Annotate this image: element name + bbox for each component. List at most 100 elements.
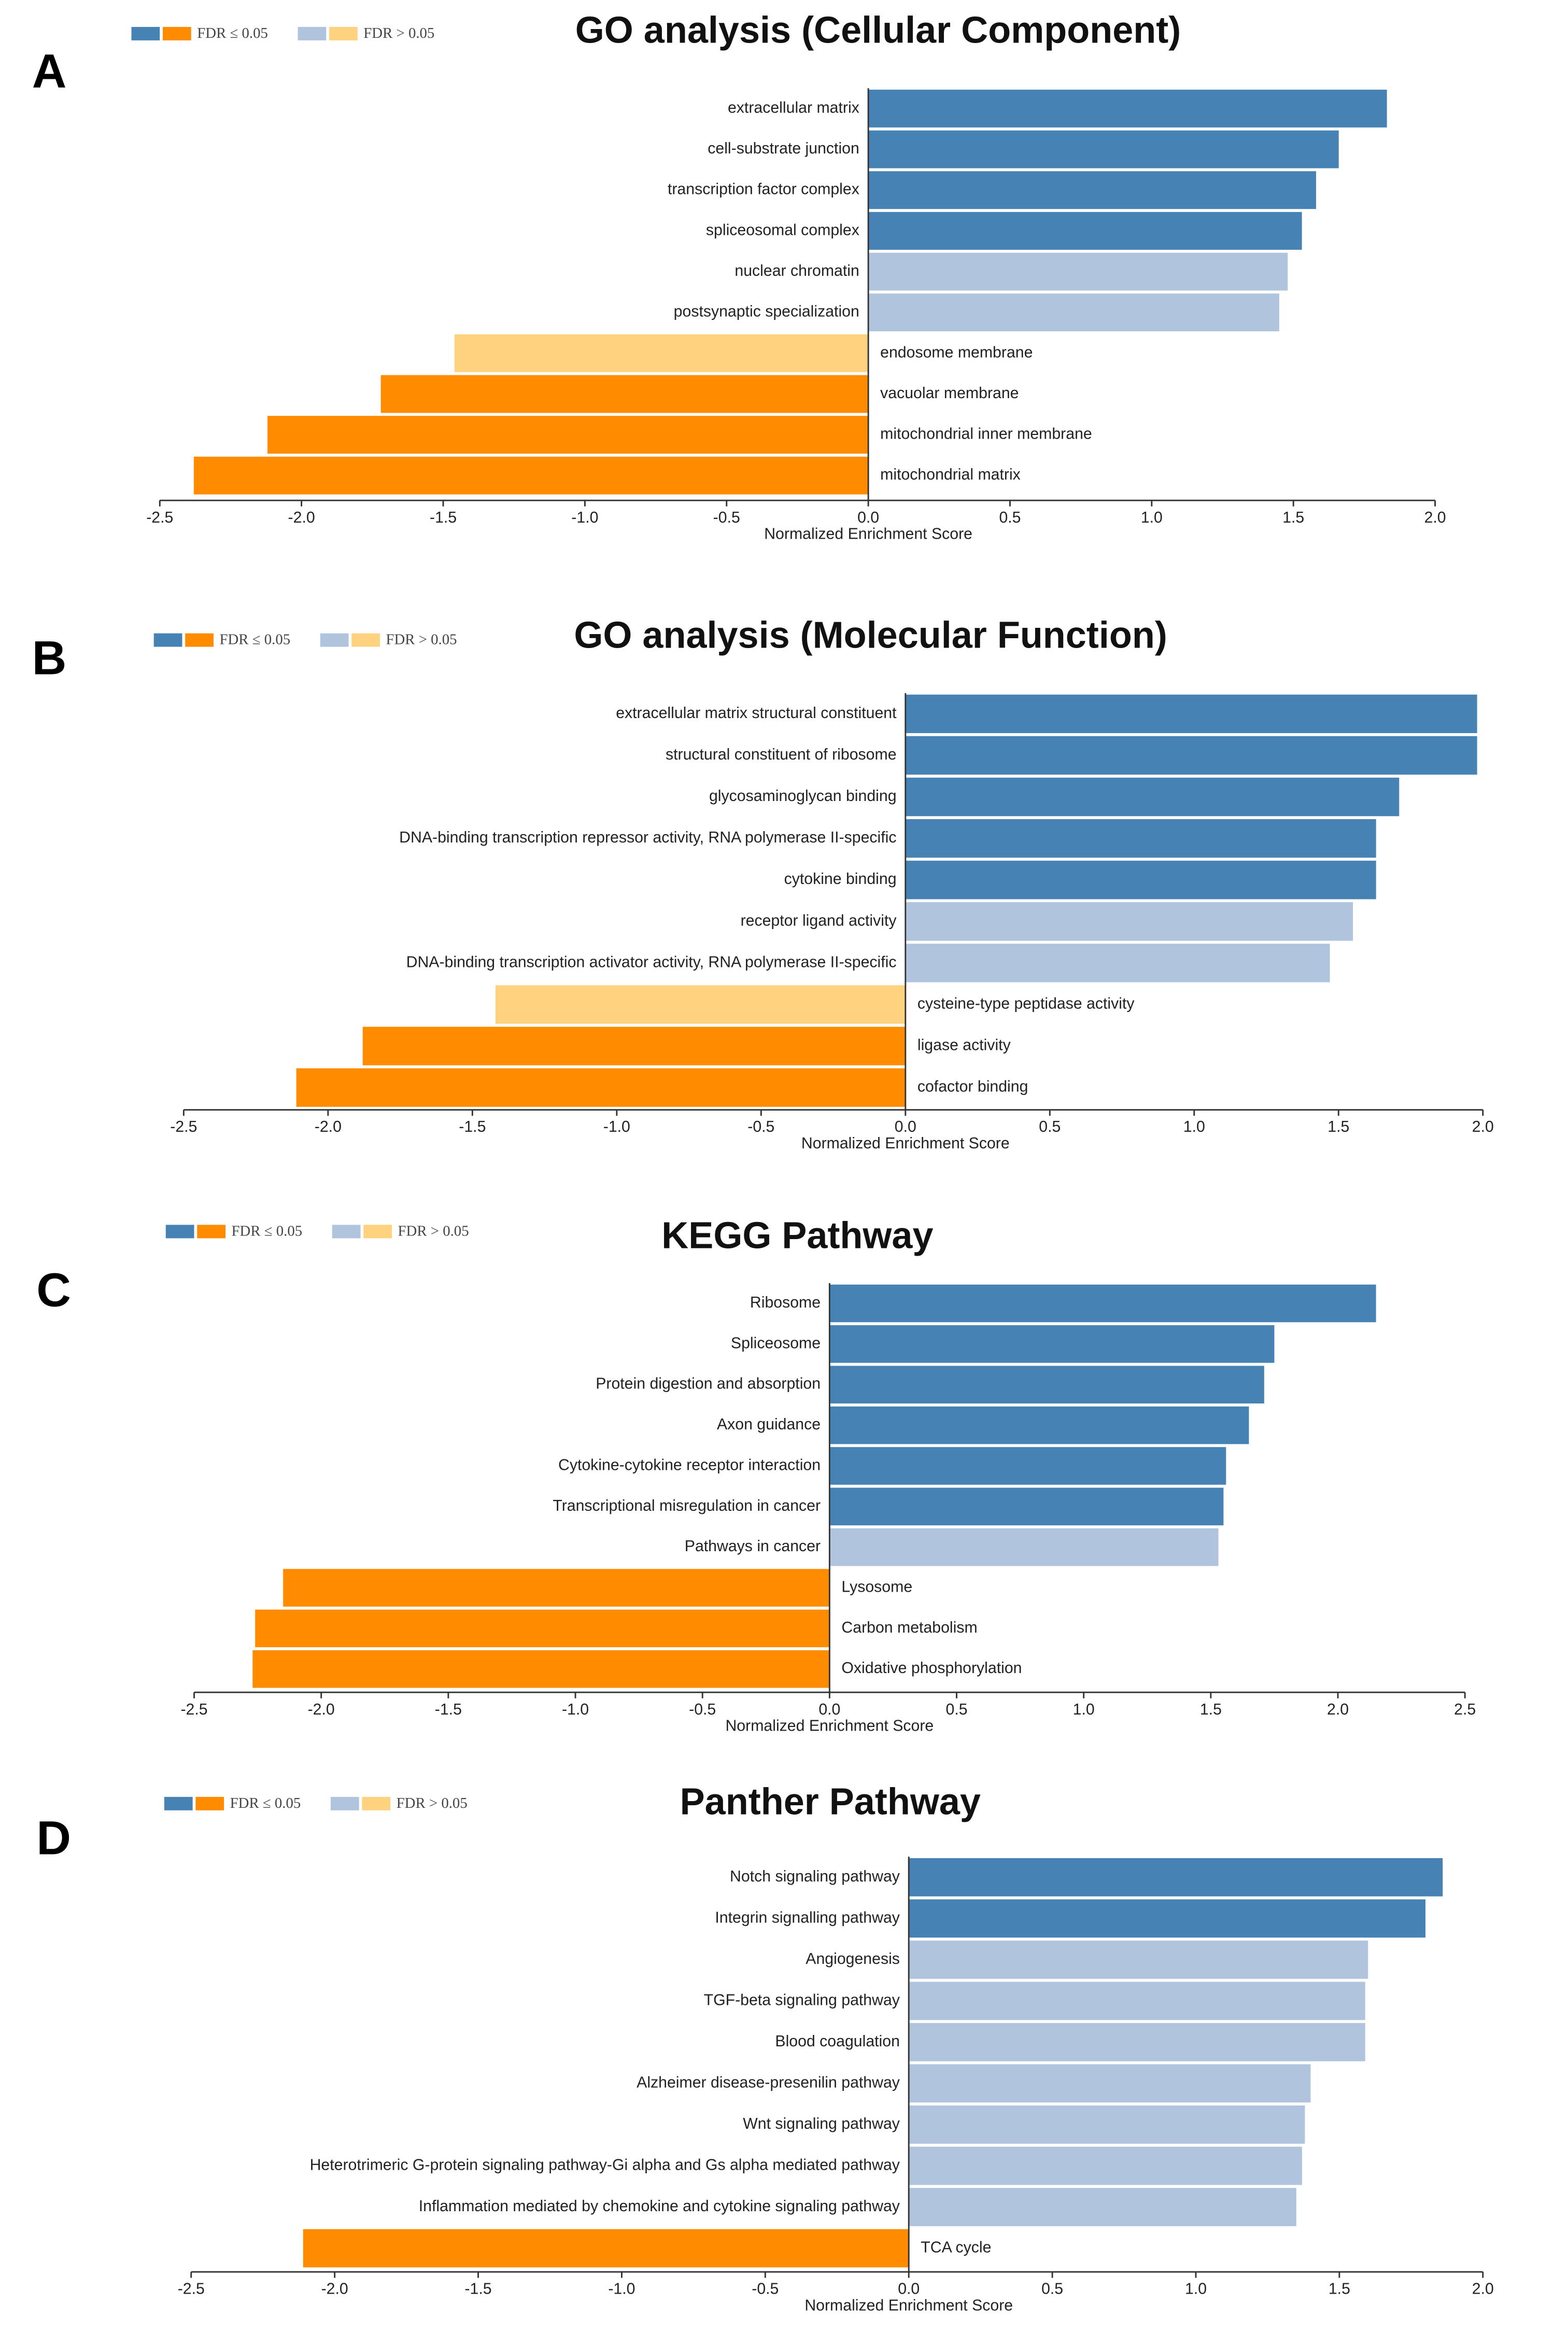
legend-swatch (163, 26, 191, 40)
x-tick-label: 1.5 (1327, 1118, 1349, 1135)
category-label: Ribosome (750, 1294, 821, 1311)
chart-title: GO analysis (Cellular Component) (575, 10, 1181, 51)
x-axis-label: Normalized Enrichment Score (801, 1135, 1010, 1152)
x-tick-label: 2.0 (1472, 2281, 1494, 2298)
panel-label: C (36, 1263, 71, 1316)
x-tick-label: 1.0 (1185, 2281, 1207, 2298)
category-label: extracellular matrix (728, 99, 859, 116)
x-tick-label: 2.5 (1454, 1701, 1476, 1718)
category-label: Lysosome (841, 1579, 912, 1596)
bar (868, 212, 1302, 250)
category-label: vacuolar membrane (880, 385, 1019, 402)
category-label: Carbon metabolism (841, 1619, 977, 1636)
category-label: postsynaptic specialization (674, 303, 859, 320)
category-label: Axon guidance (717, 1416, 821, 1433)
legend-swatch (195, 1796, 224, 1810)
category-label: Transcriptional misregulation in cancer (553, 1497, 821, 1514)
bar (868, 293, 1279, 332)
legend-swatch (363, 1225, 392, 1239)
x-tick-label: -2.5 (170, 1118, 197, 1135)
category-label: Pathways in cancer (685, 1538, 821, 1555)
bar (829, 1487, 1224, 1526)
category-label: Protein digestion and absorption (596, 1375, 821, 1393)
category-label: Angiogenesis (806, 1950, 900, 1968)
category-label: endosome membrane (880, 344, 1033, 361)
category-label: spliceosomal complex (706, 221, 859, 238)
category-label: receptor ligand activity (741, 912, 897, 929)
category-label: cysteine-type peptidase activity (917, 995, 1135, 1013)
x-tick-label: -0.5 (747, 1118, 774, 1135)
x-tick-label: 0.5 (946, 1701, 968, 1718)
legend-label: FDR ≤ 0.05 (197, 25, 268, 41)
category-label: Inflammation mediated by chemokine and c… (419, 2198, 900, 2215)
x-tick-label: -1.5 (464, 2281, 491, 2298)
x-tick-label: -1.5 (430, 509, 457, 526)
bar (296, 1068, 906, 1107)
category-label: Heterotrimeric G-protein signaling pathw… (310, 2156, 900, 2173)
x-tick-label: -1.0 (608, 2281, 635, 2298)
x-tick-label: 0.0 (895, 1118, 916, 1135)
category-label: transcription factor complex (668, 181, 859, 198)
category-label: cofactor binding (917, 1078, 1028, 1095)
category-label: mitochondrial matrix (880, 466, 1021, 483)
x-tick-label: 0.0 (898, 2281, 920, 2298)
bar (905, 694, 1477, 734)
category-label: DNA-binding transcription repressor acti… (399, 829, 896, 846)
x-tick-label: 1.5 (1329, 2281, 1350, 2298)
bar (909, 2146, 1302, 2185)
x-tick-label: -2.0 (315, 1118, 342, 1135)
bar (909, 2064, 1311, 2103)
x-tick-label: 1.0 (1073, 1701, 1095, 1718)
x-axis-label: Normalized Enrichment Score (764, 525, 972, 542)
bar (905, 777, 1400, 817)
x-tick-label: -2.5 (180, 1701, 207, 1718)
legend-label: FDR ≤ 0.05 (230, 1795, 301, 1811)
bar (909, 2188, 1296, 2226)
x-tick-label: -2.0 (321, 2281, 348, 2298)
legend-swatch (320, 633, 349, 647)
x-axis-label: Normalized Enrichment Score (725, 1717, 934, 1734)
legend-swatch (131, 26, 160, 40)
category-label: cytokine binding (784, 870, 897, 888)
bar (454, 334, 869, 372)
x-tick-label: 2.0 (1472, 1118, 1494, 1135)
category-label: Blood coagulation (775, 2033, 900, 2050)
x-tick-label: 0.0 (818, 1701, 840, 1718)
bar (909, 2023, 1365, 2061)
category-label: DNA-binding transcription activator acti… (406, 953, 897, 971)
x-tick-label: -1.0 (603, 1118, 630, 1135)
legend-swatch (153, 633, 182, 647)
bar (829, 1528, 1219, 1566)
bar (868, 89, 1387, 128)
category-label: glycosaminoglycan binding (709, 788, 897, 805)
bar (909, 2105, 1305, 2144)
legend-swatch (351, 633, 380, 647)
category-label: cell-substrate junction (708, 140, 859, 157)
legend-swatch (164, 1796, 193, 1810)
category-label: extracellular matrix structural constitu… (616, 705, 897, 722)
legend-swatch (298, 26, 327, 40)
category-label: Alzheimer disease-presenilin pathway (637, 2074, 900, 2091)
bar (905, 902, 1353, 941)
panel-label: D (36, 1811, 71, 1865)
category-label: Cytokine-cytokine receptor interaction (558, 1456, 821, 1473)
bar (868, 252, 1288, 291)
bar (909, 1982, 1365, 2020)
x-tick-label: 1.5 (1282, 509, 1304, 526)
legend-label: FDR > 0.05 (386, 631, 457, 648)
legend-label: FDR > 0.05 (397, 1795, 468, 1811)
x-axis-label: Normalized Enrichment Score (804, 2297, 1013, 2314)
category-label: Spliceosome (731, 1334, 821, 1352)
bar (905, 944, 1330, 982)
bar (909, 1941, 1368, 1979)
bar (905, 861, 1376, 900)
legend-swatch (197, 1225, 226, 1239)
bar (283, 1569, 830, 1607)
category-label: TGF-beta signaling pathway (704, 1991, 900, 2008)
chart-title: Panther Pathway (680, 1781, 981, 1822)
x-tick-label: -0.5 (689, 1701, 716, 1718)
chart-title: KEGG Pathway (661, 1215, 933, 1256)
category-label: Oxidative phosphorylation (841, 1660, 1022, 1677)
x-tick-label: 2.0 (1327, 1701, 1349, 1718)
